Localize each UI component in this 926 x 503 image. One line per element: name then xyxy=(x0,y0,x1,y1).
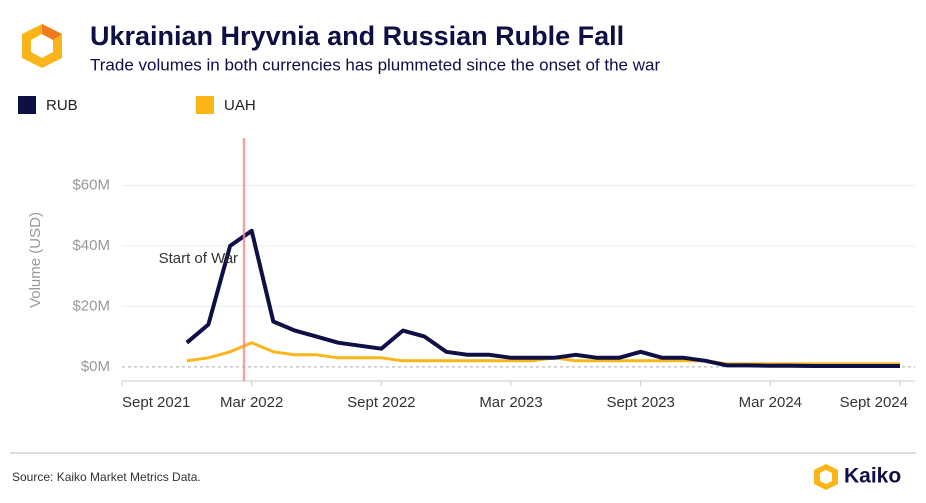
legend-label: RUB xyxy=(46,97,78,114)
brand: Kaiko xyxy=(844,465,901,488)
line-series xyxy=(185,228,900,368)
x-tick-label: Mar 2023 xyxy=(479,394,542,411)
logo xyxy=(22,24,62,68)
y-tick-label: $20M xyxy=(72,297,110,314)
x-tick-label: Mar 2024 xyxy=(739,394,802,411)
y-tick-label: $60M xyxy=(72,176,110,193)
y-tick-label: $40M xyxy=(72,237,110,254)
y-axis-label: Volume (USD) xyxy=(27,212,44,308)
chart-subtitle: Trade volumes in both currencies has plu… xyxy=(90,55,660,74)
y-tick-label: $0M xyxy=(81,358,110,375)
chart-title: Ukrainian Hryvnia and Russian Ruble Fall xyxy=(90,21,624,51)
x-tick-label: Sept 2023 xyxy=(606,394,674,411)
legend-swatch xyxy=(196,96,214,114)
legend-label: UAH xyxy=(224,97,256,114)
source: Source: Kaiko Market Metrics Data. xyxy=(12,470,201,484)
x-tick-label: Sept 2024 xyxy=(840,394,908,411)
brand-logo xyxy=(814,464,838,490)
x-tick-label: Sept 2022 xyxy=(347,394,415,411)
line-series xyxy=(186,341,900,366)
x-tick-label: Sept 2021 xyxy=(122,394,190,411)
legend-swatch xyxy=(18,96,36,114)
x-tick-label: Mar 2022 xyxy=(220,394,283,411)
annotation: Start of War xyxy=(159,250,238,267)
